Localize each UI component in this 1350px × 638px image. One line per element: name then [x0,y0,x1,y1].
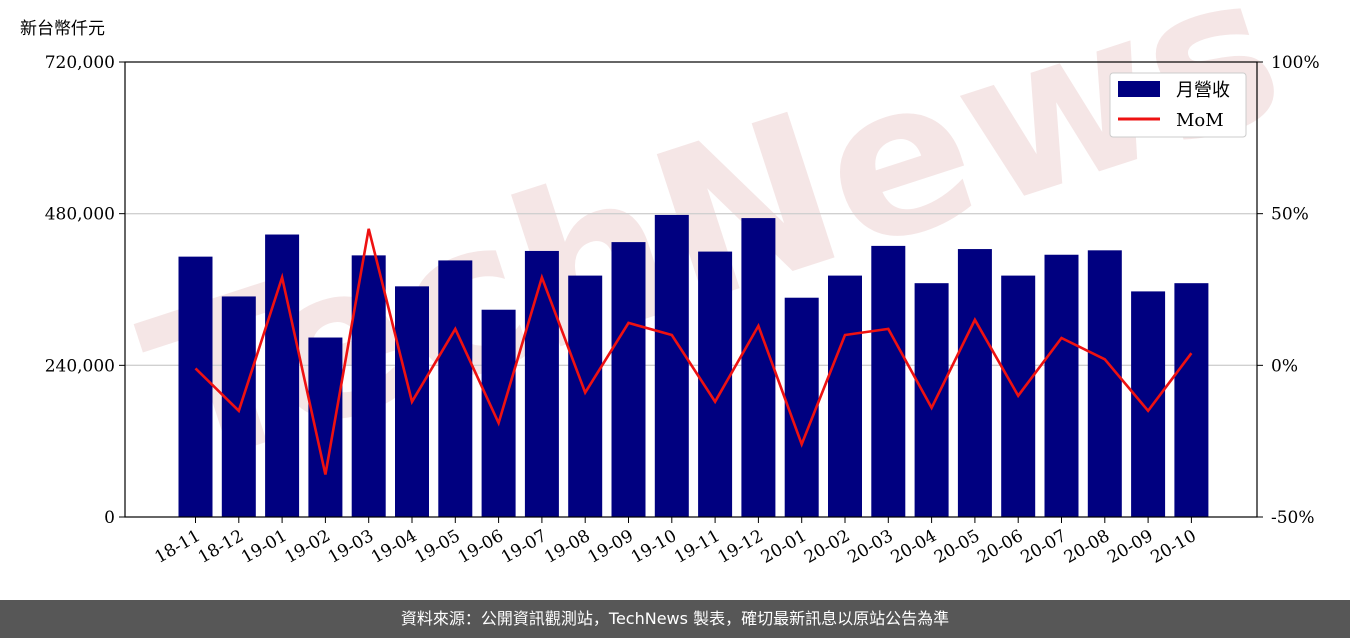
revenue-bar [784,297,819,517]
x-tick-label: 20-07 [1018,526,1070,568]
x-tick-label: 19-08 [541,526,593,568]
x-tick-label: 20-08 [1061,526,1113,568]
mom-line-series [194,228,1193,475]
x-tick-label: 19-11 [671,526,723,568]
left-tick-label: 720,000 [45,53,115,73]
legend-swatch-revenue [1118,81,1160,97]
revenue-bar [568,275,603,517]
x-tick-label: 19-07 [498,526,550,568]
revenue-bar [871,245,906,518]
revenue-bar [1087,250,1122,517]
revenue-bar [654,214,689,518]
x-tick-label: 19-05 [411,526,463,568]
revenue-bar [611,242,646,517]
revenue-bar [524,250,559,517]
revenue-bar [914,283,949,517]
x-tick-label: 20-10 [1147,526,1199,568]
x-tick-label: 20-05 [931,526,983,568]
left-tick-label: 0 [104,508,115,528]
y-axis-unit-label: 新台幣仟元 [20,19,105,39]
revenue-bar [1174,283,1209,517]
x-tick-label: 19-10 [628,526,680,568]
right-tick-label: 100% [1271,53,1320,73]
x-tick-label: 19-02 [281,526,333,568]
right-y-axis: -50% 0% 50% 100% [1257,53,1320,528]
x-tick-label: 18-12 [195,526,247,568]
x-tick-label: 19-04 [368,526,420,568]
left-y-axis: 0 240,000 480,000 720,000 [45,53,125,528]
revenue-bar [1044,254,1079,518]
revenue-bar [438,260,473,517]
x-tick-label: 20-03 [844,526,896,568]
legend: 月營收 MoM [1109,72,1247,138]
revenue-bar [957,249,992,518]
legend-label-mom: MoM [1176,110,1224,131]
right-tick-label: -50% [1271,508,1315,528]
x-tick-label: 20-01 [758,526,810,568]
right-tick-label: 50% [1271,205,1309,225]
plot-frame [124,61,1258,518]
x-tick-label: 19-12 [714,526,766,568]
x-tick-label: 19-01 [238,526,290,568]
revenue-bar [1131,291,1166,517]
x-tick-label: 19-03 [325,526,377,568]
x-tick-label: 19-06 [455,526,507,568]
x-tick-label: 20-09 [1104,526,1156,568]
revenue-bar [828,275,862,517]
source-footer: 資料來源：公開資訊觀測站，TechNews 製表，確切最新訊息以原站公告為準 [0,600,1350,638]
x-axis: 18-1118-1219-0119-0219-0319-0419-0519-06… [152,517,1200,568]
x-tick-label: 18-11 [152,526,204,568]
left-tick-label: 480,000 [45,205,115,225]
mom-line [194,228,1193,475]
x-tick-label: 20-04 [888,526,940,568]
x-tick-label: 20-02 [801,526,853,568]
x-tick-label: 20-06 [974,526,1026,568]
right-tick-label: 0% [1271,356,1298,376]
revenue-bar [308,337,343,517]
revenue-bar [741,218,776,517]
revenue-bar [178,256,213,517]
left-tick-label: 240,000 [45,356,115,376]
revenue-bar [481,309,516,517]
x-tick-label: 19-09 [585,526,637,568]
legend-label-revenue: 月營收 [1176,80,1230,101]
